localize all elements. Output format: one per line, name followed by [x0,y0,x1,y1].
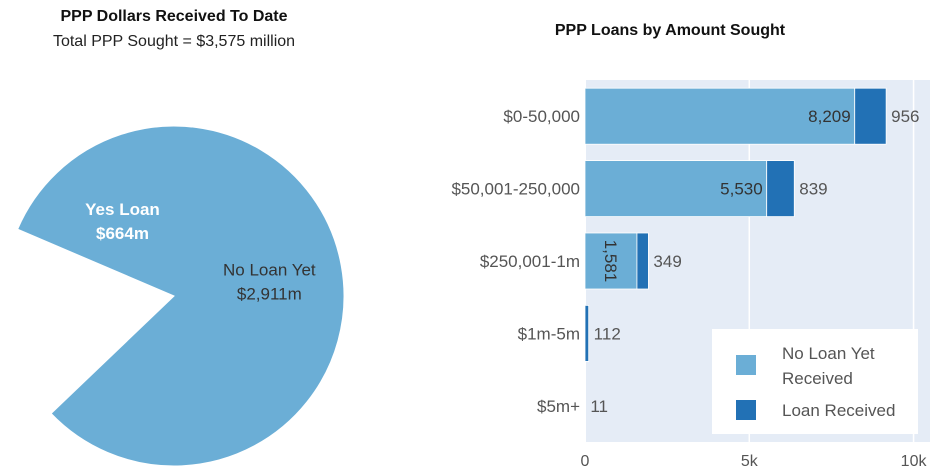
pie-slice-value: $2,911m [237,285,302,304]
bar-segment [854,87,887,145]
pie-chart-title: PPP Dollars Received To Date [60,8,288,25]
pie-slice-1 [17,125,345,467]
legend-label-line: No Loan Yet [782,344,875,363]
pie-chart: Yes Loan $664m No Loan Yet $2,911m [17,125,345,467]
bar-segment [636,232,649,290]
bar-data-label: 956 [891,107,919,126]
legend-label-line: Received [782,369,853,388]
bar-data-label: 112 [594,324,621,343]
bar-segment [584,87,856,145]
bar-data-label: 8,209 [808,107,851,126]
bar-data-label: 349 [653,252,681,271]
y-tick-label: $50,001-250,000 [451,180,580,199]
x-tick-label: 5k [741,453,759,470]
bar-data-label: 1,581 [601,240,620,283]
bar-data-label: 839 [799,180,827,199]
legend-label: Loan Received [782,401,895,420]
bar-data-label: 11 [590,397,608,416]
bar-segment [766,160,795,218]
bar-segment [584,304,590,362]
pie-slice-label: Yes Loan [85,200,160,219]
bar-segment [584,232,638,290]
y-tick-label: $1m-5m [518,324,580,343]
pie-chart-subtitle: Total PPP Sought = $3,575 million [52,33,296,50]
bar-chart-title: PPP Loans by Amount Sought [554,22,786,39]
bar-data-label: 5,530 [720,180,763,199]
y-tick-label: $5m+ [537,397,580,416]
bar-segment [584,160,768,218]
pie-slice-label: No Loan Yet [223,261,316,280]
y-tick-label: $0-50,000 [503,107,580,126]
pie-slice-value: $664m [96,224,149,243]
legend-swatch [736,400,756,420]
y-tick-label: $250,001-1m [480,252,580,271]
legend-swatch [736,355,756,375]
x-tick-label: 10k [901,453,928,470]
bar-chart: 0 5k 10k $0-50,000 8,209 956 $50,001-250,000 5,… [451,80,930,470]
x-tick-label: 0 [581,453,590,470]
